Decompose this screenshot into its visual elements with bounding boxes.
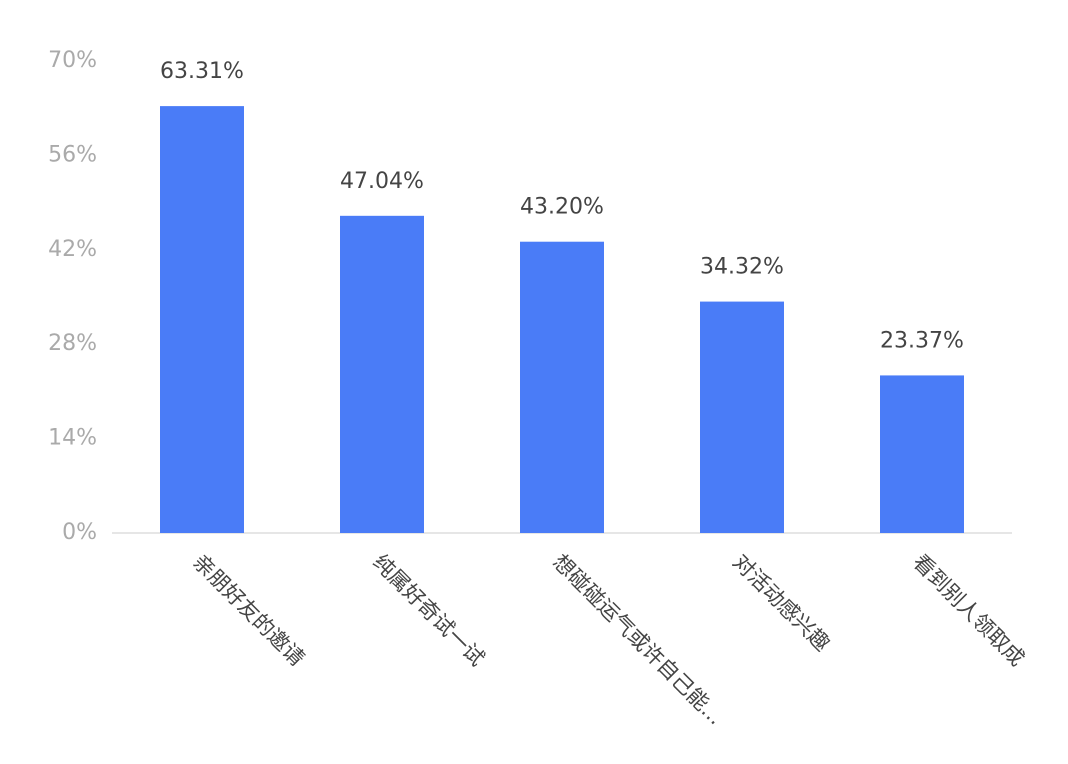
value-label: 43.20% (520, 195, 604, 220)
x-tick-label: 看到别人领取成 (908, 550, 1029, 671)
y-tick-label: 14% (48, 426, 97, 451)
bar (880, 375, 964, 533)
x-tick-label: 纯属好奇试一试 (368, 550, 489, 671)
x-tick-label: 对活动感兴趣 (728, 550, 834, 656)
y-tick-label: 0% (62, 520, 97, 545)
value-label: 23.37% (880, 328, 964, 353)
bar (520, 241, 604, 534)
x-tick-label: 亲朋好友的邀请 (188, 550, 309, 671)
y-tick-label: 56% (48, 142, 97, 167)
bar (160, 106, 244, 533)
y-tick-label: 70% (48, 48, 97, 73)
value-label: 63.31% (160, 59, 244, 84)
value-label: 34.32% (700, 255, 784, 280)
x-tick-label: 想碰碰运气或许自己能... (548, 550, 728, 730)
value-label: 47.04% (340, 169, 424, 194)
y-tick-label: 42% (48, 237, 97, 262)
bar (340, 215, 424, 534)
bar (700, 301, 784, 533)
y-tick-label: 28% (48, 331, 97, 356)
